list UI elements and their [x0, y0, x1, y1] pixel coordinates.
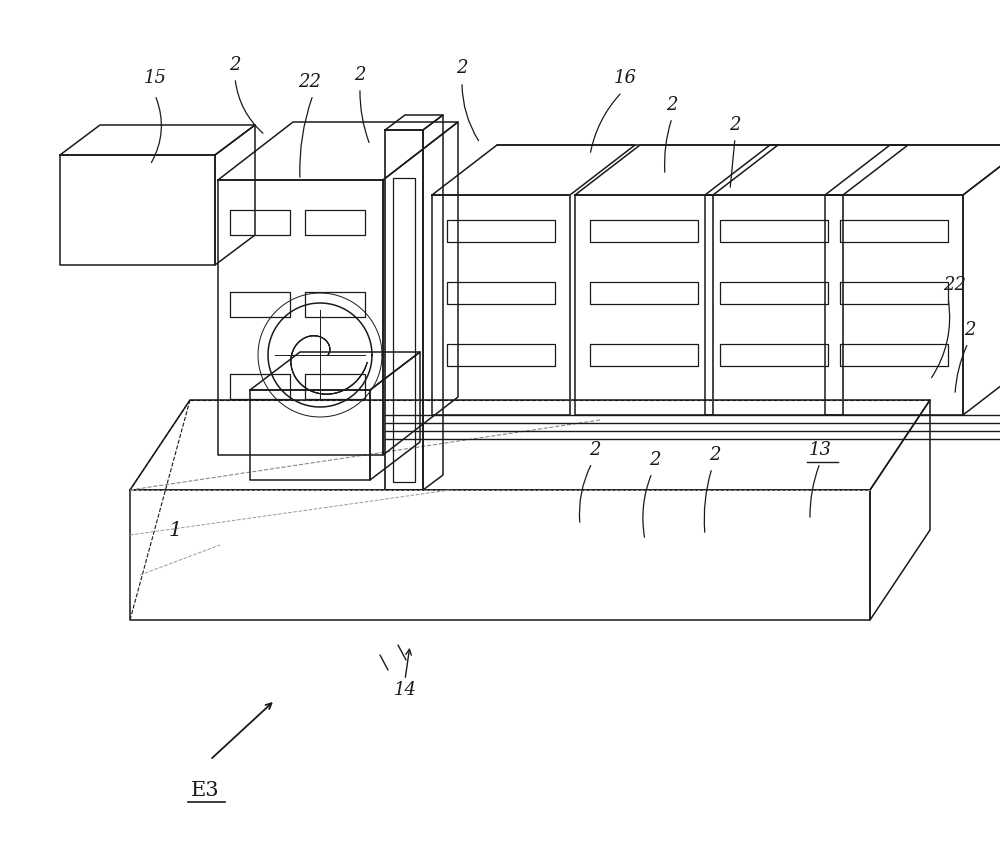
Text: 2: 2 [729, 116, 741, 134]
Text: 13: 13 [808, 441, 832, 459]
Text: E3: E3 [191, 780, 219, 799]
Text: 1: 1 [168, 521, 182, 540]
Text: 16: 16 [614, 69, 637, 87]
Text: 22: 22 [944, 276, 966, 294]
Text: 2: 2 [964, 321, 976, 339]
Text: 2: 2 [666, 96, 678, 114]
Text: 14: 14 [394, 681, 416, 699]
Text: 2: 2 [709, 446, 721, 464]
Text: 2: 2 [354, 66, 366, 84]
Text: 2: 2 [229, 56, 241, 74]
Text: 2: 2 [589, 441, 601, 459]
Text: 15: 15 [144, 69, 166, 87]
Text: 22: 22 [298, 73, 322, 91]
Text: 2: 2 [456, 59, 468, 77]
Text: 2: 2 [649, 451, 661, 469]
